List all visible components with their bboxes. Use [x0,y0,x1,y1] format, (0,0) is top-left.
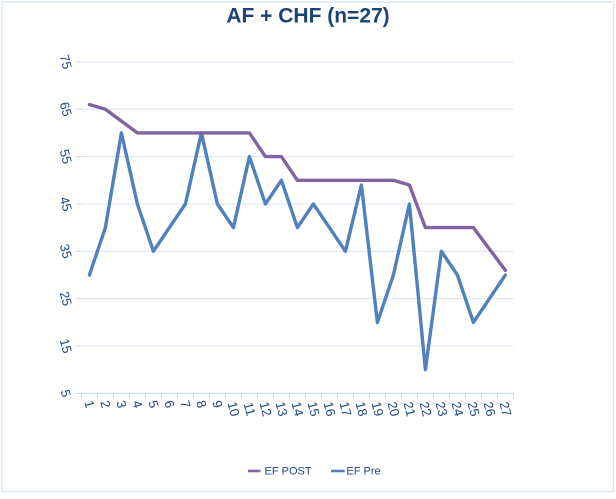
svg-text:45: 45 [57,195,75,213]
svg-text:26: 26 [480,400,498,418]
svg-text:3: 3 [113,399,129,410]
svg-text:25: 25 [57,290,75,308]
svg-text:12: 12 [256,400,274,418]
svg-text:10: 10 [224,400,242,418]
svg-text:EF Pre: EF Pre [346,465,380,477]
svg-text:AF + CHF (n=27): AF + CHF (n=27) [226,5,389,28]
svg-text:8: 8 [193,399,209,410]
svg-text:13: 13 [272,400,290,418]
svg-text:2: 2 [97,399,113,410]
svg-text:17: 17 [336,400,354,418]
svg-text:16: 16 [320,400,338,418]
svg-text:5: 5 [145,399,161,410]
svg-text:4: 4 [129,399,145,410]
svg-text:55: 55 [57,148,75,166]
svg-text:18: 18 [352,400,370,418]
svg-text:21: 21 [400,400,418,418]
svg-text:20: 20 [384,400,402,418]
svg-text:11: 11 [241,400,259,417]
svg-text:15: 15 [57,337,75,355]
svg-text:6: 6 [161,399,177,410]
svg-text:23: 23 [432,400,450,418]
svg-text:9: 9 [209,399,225,410]
svg-text:24: 24 [448,400,466,418]
svg-text:EF POST: EF POST [265,465,312,477]
svg-text:65: 65 [57,100,75,118]
svg-text:15: 15 [304,400,322,418]
svg-text:19: 19 [368,400,386,418]
svg-text:5: 5 [58,388,74,399]
svg-text:35: 35 [57,242,75,260]
svg-text:7: 7 [177,399,193,410]
svg-text:22: 22 [416,400,434,418]
svg-text:25: 25 [464,400,482,418]
svg-text:75: 75 [57,53,75,71]
svg-text:1: 1 [81,399,97,410]
svg-text:27: 27 [496,400,514,418]
svg-text:14: 14 [288,400,306,418]
